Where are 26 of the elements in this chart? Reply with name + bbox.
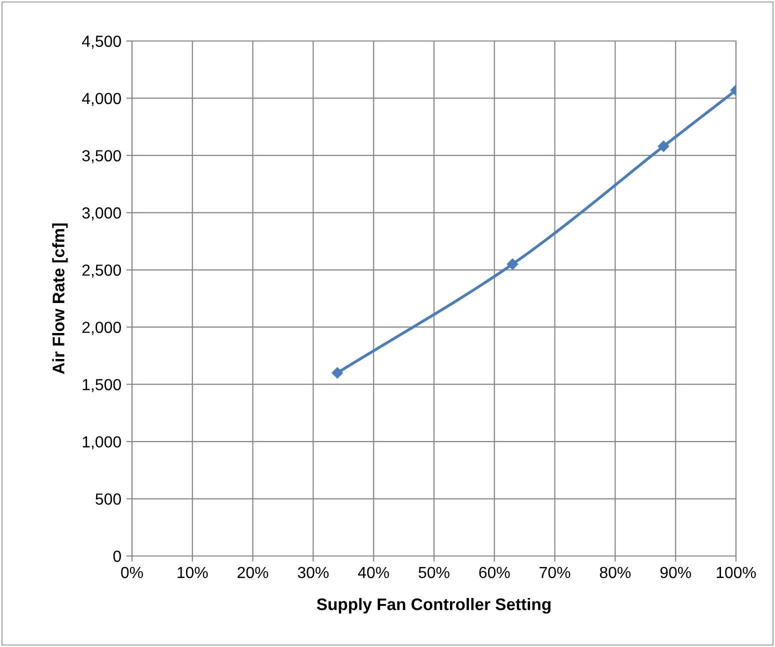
x-tick-label: 10% xyxy=(178,566,208,578)
point xyxy=(332,367,343,378)
y-axis-title: Air Flow Rate [cfm] xyxy=(52,224,68,374)
x-tick-label: 60% xyxy=(479,566,510,578)
x-tick-label: 50% xyxy=(418,566,450,578)
y-tick-label: 2,000 xyxy=(82,322,121,335)
y-tick-label: 3,500 xyxy=(82,150,121,164)
x-axis-title: Supply Fan Controller Setting xyxy=(316,598,550,614)
x-tick-label: 100% xyxy=(716,566,756,578)
x-tick-label: 30% xyxy=(298,566,329,578)
y-tick-label: 4,000 xyxy=(82,92,121,106)
y-tick-label: 3,000 xyxy=(82,207,121,220)
x-tick-label: 70% xyxy=(540,566,570,578)
y-tick-label: 1,000 xyxy=(82,436,121,450)
y-tick-label: 500 xyxy=(96,493,121,505)
x-tick-label: 40% xyxy=(358,566,390,578)
x-tick-label: 0% xyxy=(121,566,143,578)
y-tick-label: 2,500 xyxy=(82,264,121,278)
y-tick-label: 1,500 xyxy=(82,378,121,392)
y-tick-label: 0 xyxy=(113,550,121,562)
x-tick-label: 20% xyxy=(238,566,268,578)
y-tick-label: 4,500 xyxy=(82,36,121,49)
x-tick-label: 80% xyxy=(600,566,631,578)
point xyxy=(506,258,518,270)
point xyxy=(658,140,670,152)
x-tick-label: 90% xyxy=(660,566,692,578)
